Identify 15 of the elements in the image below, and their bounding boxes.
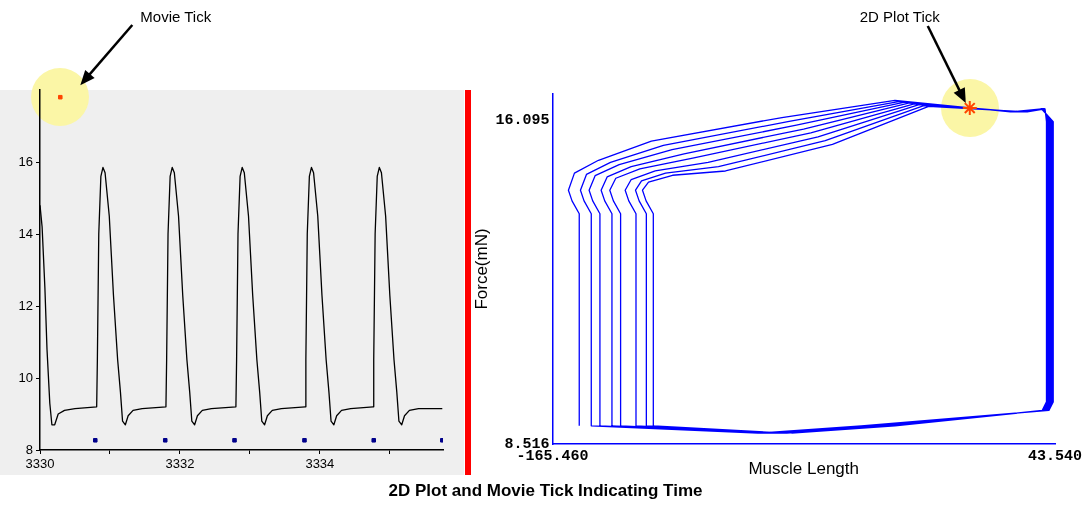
text: 2D Plot Tick	[859, 8, 941, 26]
y-tick-label: 14	[18, 225, 33, 241]
text: Movie Tick	[140, 8, 212, 26]
y-tick-label: 16	[18, 153, 33, 169]
x-tick-label: 3330	[25, 456, 55, 472]
y-tick-label: 16.095	[495, 111, 550, 129]
x-tick-label: 3332	[165, 456, 195, 472]
y-tick-label: 10	[18, 369, 33, 385]
text: 2D Plot and Movie Tick Indicating Time	[387, 481, 704, 501]
y-axis-title: Force(mN)	[471, 228, 491, 310]
y-tick-label: 12	[18, 297, 33, 313]
x-tick-label: 3334	[305, 456, 335, 472]
x-tick-label: 43.540	[1027, 447, 1083, 465]
x-axis-title: Muscle Length	[748, 459, 859, 479]
y-tick-label: 8	[25, 441, 33, 457]
